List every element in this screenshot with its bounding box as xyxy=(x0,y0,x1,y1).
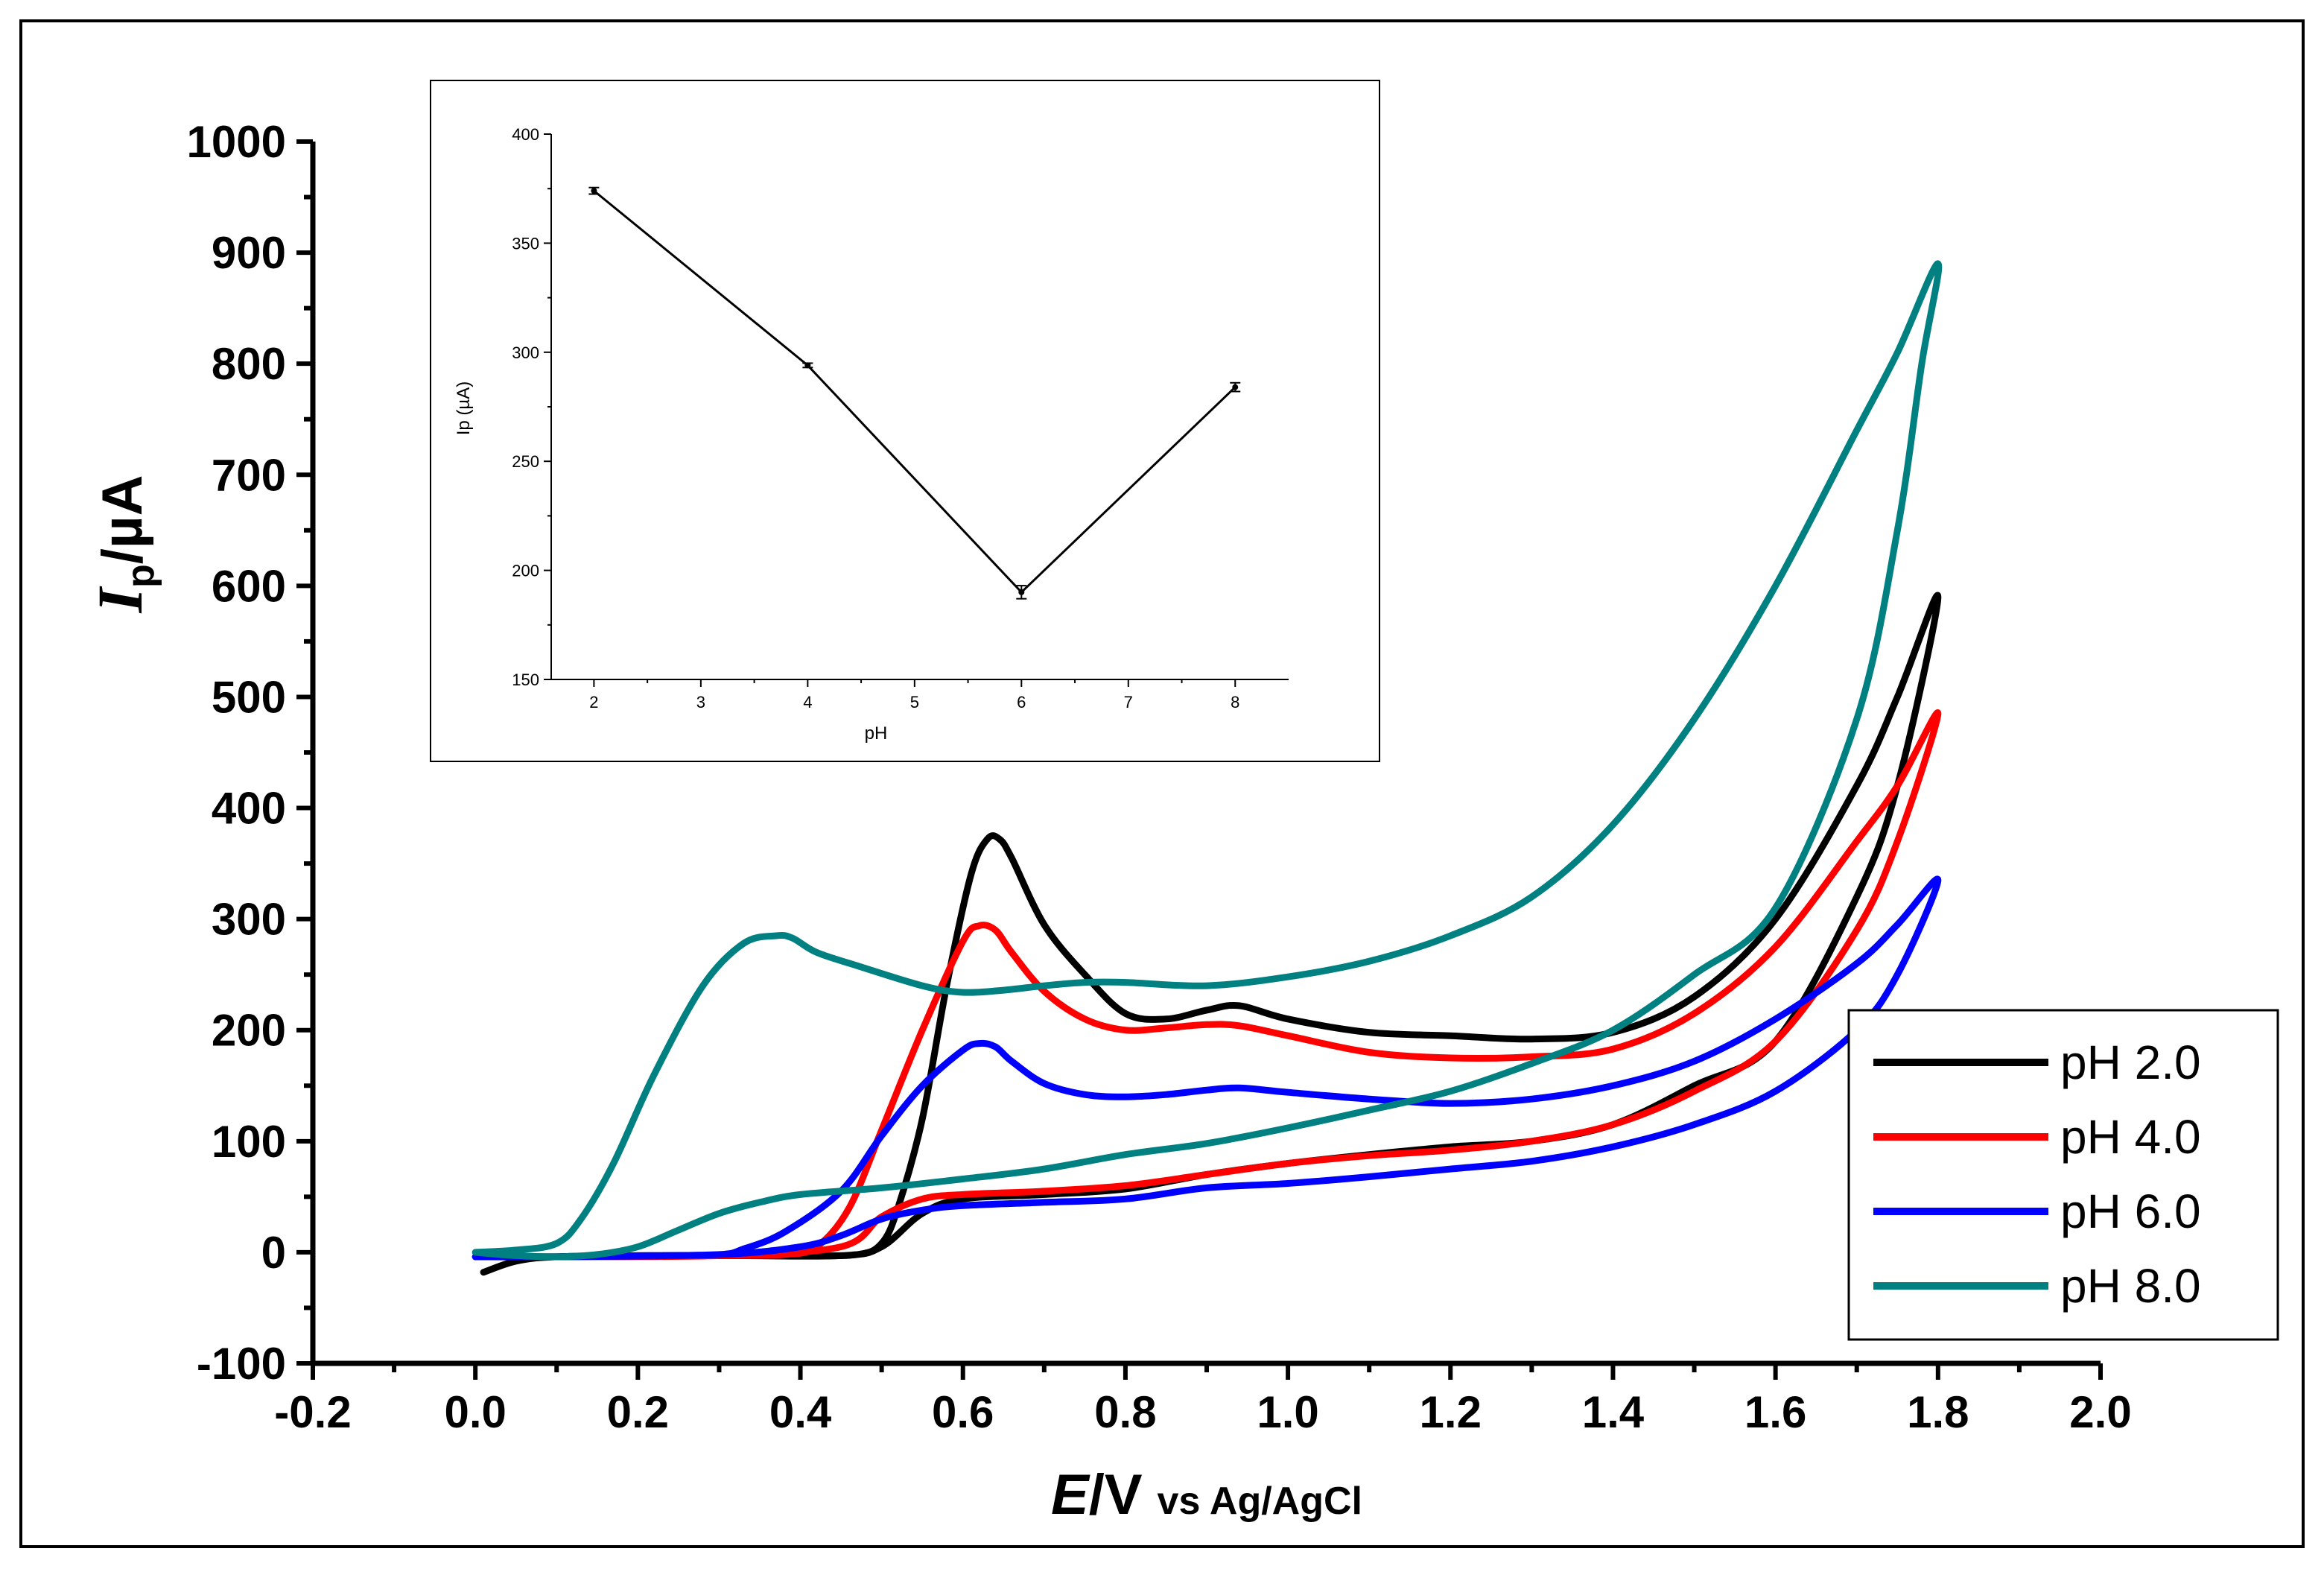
main-x-label: E/V vs Ag/AgCl xyxy=(1051,1463,1362,1527)
inset-y-tick-label: 400 xyxy=(512,125,539,144)
main-y-tick-label: 300 xyxy=(212,895,286,945)
main-y-label-sub: p xyxy=(119,564,162,588)
main-y-label-main: /µA xyxy=(91,475,154,564)
main-y-tick-label: 600 xyxy=(212,561,286,611)
inset-point xyxy=(1018,589,1025,595)
main-y-tick-label: -100 xyxy=(197,1339,286,1389)
series-line-ph-6.0 xyxy=(472,875,1942,1261)
main-y-tick-label: 200 xyxy=(212,1006,286,1056)
main-y-tick-label: 700 xyxy=(212,450,286,500)
main-x-label-sub: vs Ag/AgCl xyxy=(1158,1480,1362,1523)
inset-x-tick-label: 8 xyxy=(1231,693,1239,711)
legend-label: pH 2.0 xyxy=(2060,1036,2201,1089)
main-x-tick-label: 0.2 xyxy=(607,1387,669,1437)
inset-y-tick-label: 150 xyxy=(512,671,539,689)
inset-series-line xyxy=(593,189,1236,595)
main-x-tick-label: 1.2 xyxy=(1420,1387,1482,1437)
main-x-tick-label: -0.2 xyxy=(274,1387,351,1437)
inset-series xyxy=(588,186,1241,600)
main-x-label-italic: E xyxy=(1051,1463,1090,1527)
main-x-tick-label: 0.4 xyxy=(769,1387,832,1437)
legend-label: pH 8.0 xyxy=(2060,1259,2201,1313)
legend-label: pH 6.0 xyxy=(2060,1185,2201,1238)
main-x-tick-label: 2.0 xyxy=(2069,1387,2131,1437)
inset-x-tick-label: 2 xyxy=(589,693,598,711)
inset-x-tick-label: 4 xyxy=(803,693,812,711)
inset-x-tick-label: 3 xyxy=(696,693,705,711)
main-x-tick-label: 1.6 xyxy=(1744,1387,1806,1437)
main-y-tick-label: 100 xyxy=(212,1117,286,1167)
main-y-tick-label: 800 xyxy=(212,339,286,389)
inset-y-tick-label: 300 xyxy=(512,343,539,362)
main-x-tick-label: 0.0 xyxy=(444,1387,506,1437)
inset-y-tick-label: 250 xyxy=(512,452,539,471)
main-x-tick-label: 0.6 xyxy=(932,1387,994,1437)
inset-axes: 150 200 250 300 350 400 2 3 4 5 6 7 8 xyxy=(512,125,1289,711)
inset-y-tick-label: 350 xyxy=(512,234,539,253)
main-y-label-italic: I xyxy=(84,586,156,614)
legend: pH 2.0 pH 4.0 pH 6.0 pH 8.0 xyxy=(1847,1009,2279,1341)
inset-y-label: Ip (µA) xyxy=(454,381,474,436)
main-x-tick-label: 1.4 xyxy=(1582,1387,1645,1437)
main-y-tick-label: 500 xyxy=(212,672,286,722)
inset-x-tick-label: 5 xyxy=(910,693,919,711)
inset-point xyxy=(591,188,597,194)
main-x-tick-label: 0.8 xyxy=(1094,1387,1156,1437)
inset-x-tick-label: 7 xyxy=(1124,693,1133,711)
main-y-tick-label: 0 xyxy=(261,1228,286,1278)
inset-y-tick-label: 200 xyxy=(512,562,539,580)
main-series xyxy=(472,260,1943,1276)
series-line-ph-8.0 xyxy=(472,260,1943,1261)
main-y-tick-label: 900 xyxy=(212,228,286,278)
main-y-label: Ip/µA xyxy=(84,475,162,613)
main-x-tick-label: 1.8 xyxy=(1907,1387,1969,1437)
legend-label: pH 4.0 xyxy=(2060,1110,2201,1164)
inset-frame xyxy=(430,80,1380,762)
series-line-ph-4.0 xyxy=(472,709,1942,1261)
inset-point xyxy=(804,362,811,369)
inset-x-label: pH xyxy=(865,723,888,744)
main-axes: -100 0 100 200 300 400 500 600 700 800 900 1000 -0.2… xyxy=(187,117,2132,1437)
inset-x-tick-label: 6 xyxy=(1017,693,1026,711)
inset-point xyxy=(1232,384,1239,390)
main-y-tick-label: 400 xyxy=(212,784,286,834)
main-x-tick-label: 1.0 xyxy=(1257,1387,1318,1437)
main-x-label-main: /V xyxy=(1089,1463,1143,1527)
main-y-tick-label: 1000 xyxy=(187,117,286,167)
